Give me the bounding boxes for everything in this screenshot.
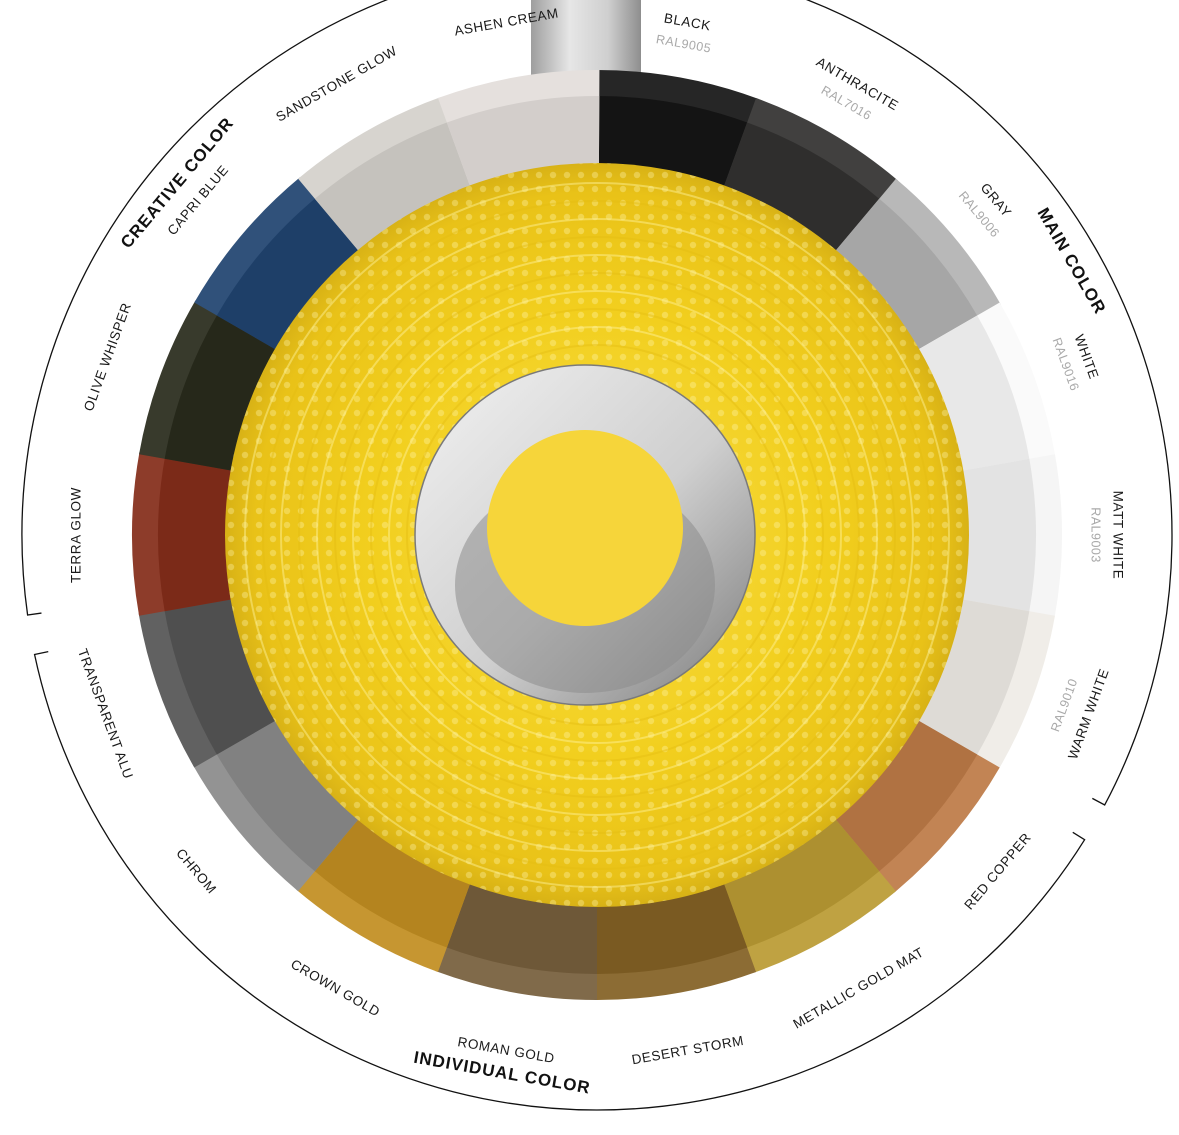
swatch-name: MATT WHITE: [1110, 491, 1125, 580]
lens-ring: [262, 200, 932, 870]
lens-ring: [280, 218, 914, 852]
swatch-gray-inner: [809, 198, 979, 372]
swatch-name: CHROM: [173, 846, 219, 897]
lens-ring: [406, 344, 788, 726]
swatch-capri-blue-inner: [216, 197, 387, 370]
swatch-name: TERRA GLOW: [69, 487, 84, 583]
lens-ring: [244, 182, 950, 888]
lamp-stem: [531, 0, 641, 80]
swatch-name: METALLIC GOLD MAT: [790, 944, 926, 1031]
swatch-red-copper-inner: [807, 700, 978, 873]
lens-ring: [334, 272, 860, 798]
lens-ring: [352, 290, 842, 780]
lens-ring: [388, 326, 806, 744]
main-group-bracket: [805, 0, 1173, 806]
creative-group-bracket: [21, 0, 389, 616]
swatch-name: DESERT STORM: [631, 1033, 746, 1068]
swatch-name: SANDSTONE GLOW: [273, 43, 399, 125]
swatch-name: RED COPPER: [961, 830, 1034, 913]
lens-reflector-rings: [244, 182, 950, 888]
lens-ring: [316, 254, 878, 816]
individual-group-bracket: [33, 651, 1086, 1111]
swatch-name: BLACK: [663, 10, 712, 33]
swatch-name: CROWN GOLD: [288, 956, 383, 1019]
lens-ring: [370, 308, 824, 762]
swatch-ral: RAL9005: [655, 32, 712, 55]
swatch-ral: RAL9003: [1089, 507, 1103, 563]
swatch-chrom-inner: [215, 698, 385, 872]
swatch-name: TRANSPARENT ALU: [75, 647, 136, 781]
led-center: [487, 430, 683, 626]
swatch-name: OLIVE WHISPER: [81, 301, 134, 414]
main-group-title: MAIN COLOR: [1033, 204, 1109, 317]
lens-ring: [298, 236, 896, 834]
